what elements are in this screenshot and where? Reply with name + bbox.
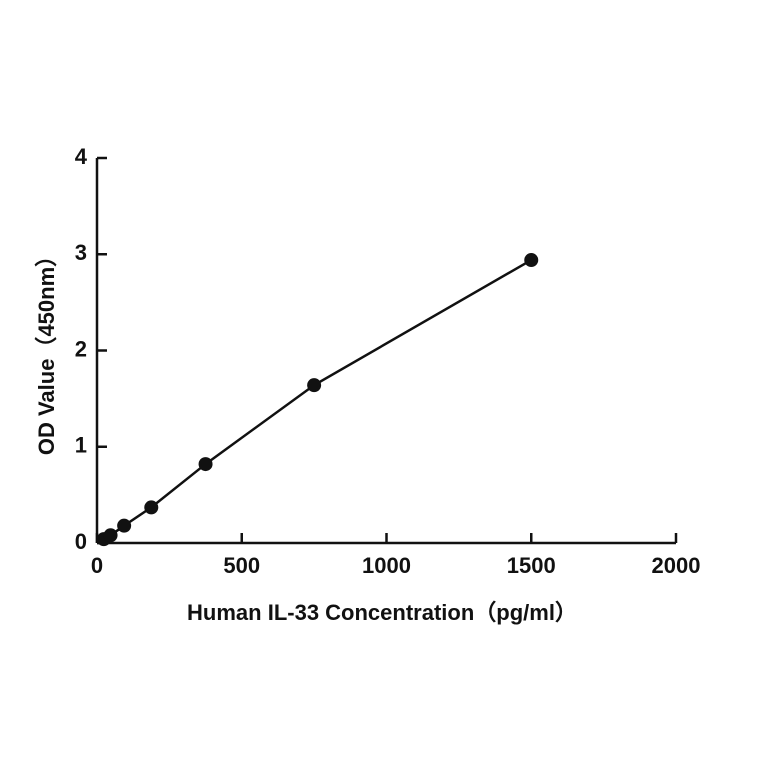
- data-point: [103, 528, 118, 543]
- data-point: [117, 518, 132, 533]
- x-axis-label: Human IL-33 Concentration（pg/ml）: [187, 600, 577, 625]
- data-point: [198, 457, 213, 472]
- y-axis-label: OD Value（450nm）: [34, 245, 59, 455]
- x-tick-label: 0: [91, 553, 103, 578]
- x-tick-label: 2000: [652, 553, 701, 578]
- y-tick-label: 1: [75, 433, 87, 458]
- data-point: [524, 253, 539, 268]
- y-tick-label: 3: [75, 240, 87, 265]
- y-tick-label: 0: [75, 529, 87, 554]
- y-tick-label: 2: [75, 336, 87, 361]
- x-tick-label: 1500: [507, 553, 556, 578]
- fit-line: [103, 258, 532, 541]
- data-point: [144, 500, 159, 515]
- y-tick-label: 4: [75, 144, 88, 169]
- x-tick-label: 1000: [362, 553, 411, 578]
- x-tick-label: 500: [223, 553, 260, 578]
- data-point: [307, 378, 322, 393]
